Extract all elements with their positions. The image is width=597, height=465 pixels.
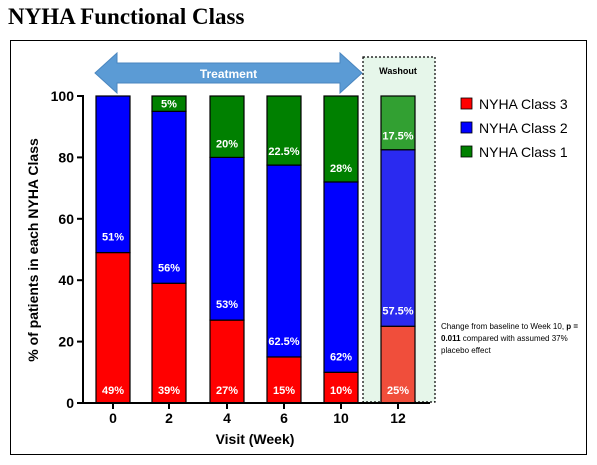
- x-axis-title: Visit (Week): [216, 431, 295, 447]
- bar-nyha-class-3-week-0: [95, 251, 131, 404]
- data-label-nyha-class-2-week-12: 57.5%: [382, 305, 413, 317]
- x-tick-label-2: 2: [165, 410, 173, 426]
- y-tick-label-40: 40: [58, 272, 74, 288]
- washout-label: Washout: [379, 66, 417, 76]
- legend-swatch-nyha-class-3: [460, 97, 473, 110]
- legend-label-nyha-class-1: NYHA Class 1: [479, 144, 568, 160]
- data-label-nyha-class-1-week-6: 22.5%: [268, 146, 299, 158]
- data-label-nyha-class-1-week-2: 5%: [161, 99, 177, 111]
- data-label-nyha-class-1-week-12: 17.5%: [382, 131, 413, 143]
- legend-swatch-nyha-class-1: [460, 145, 473, 158]
- data-label-nyha-class-3-week-4: 27%: [216, 385, 238, 397]
- data-label-nyha-class-1-week-10: 28%: [330, 163, 352, 175]
- y-axis-title: % of patients in each NYHA Class: [25, 138, 41, 362]
- bar-nyha-class-3-week-12: [380, 325, 416, 404]
- treatment-arrow: [94, 51, 363, 95]
- x-tick-label-4: 4: [223, 410, 231, 426]
- data-label-nyha-class-2-week-4: 53%: [216, 299, 238, 311]
- legend-label-nyha-class-3: NYHA Class 3: [479, 96, 568, 112]
- chart-frame: [10, 40, 587, 455]
- annotation-pvalue: p = 0.011: [441, 322, 579, 343]
- x-tick-label-12: 12: [390, 410, 406, 426]
- data-label-nyha-class-3-week-0: 49%: [102, 385, 124, 397]
- bar-nyha-class-1-week-4: [209, 95, 245, 159]
- y-tick-label-0: 0: [66, 395, 74, 411]
- annotation-text-2: compared with assumed 37% placebo effect: [441, 334, 568, 355]
- bar-nyha-class-1-week-6: [266, 95, 302, 166]
- bar-nyha-class-1-week-12: [380, 95, 416, 151]
- data-label-nyha-class-2-week-0: 51%: [102, 232, 124, 244]
- data-label-nyha-class-3-week-6: 15%: [273, 385, 295, 397]
- bar-nyha-class-2-week-6: [266, 164, 302, 358]
- x-tick-label-10: 10: [333, 410, 349, 426]
- bar-nyha-class-3-week-10: [323, 371, 359, 404]
- y-tick-label-20: 20: [58, 334, 74, 350]
- bar-nyha-class-2-week-2: [151, 110, 187, 284]
- bar-nyha-class-3-week-6: [266, 356, 302, 404]
- data-label-nyha-class-2-week-2: 56%: [158, 262, 180, 274]
- bar-nyha-class-2-week-10: [323, 181, 359, 373]
- data-label-nyha-class-3-week-2: 39%: [158, 385, 180, 397]
- y-tick-label-100: 100: [51, 88, 75, 104]
- bar-nyha-class-2-week-0: [95, 95, 131, 254]
- annotation-text-1: Change from baseline to Week 10,: [441, 322, 567, 331]
- bar-nyha-class-1-week-10: [323, 95, 359, 183]
- y-tick-label-80: 80: [58, 149, 74, 165]
- bar-nyha-class-2-week-12: [380, 149, 416, 327]
- bar-nyha-class-3-week-2: [151, 282, 187, 404]
- data-label-nyha-class-3-week-10: 10%: [330, 385, 352, 397]
- x-tick-label-6: 6: [280, 410, 288, 426]
- data-label-nyha-class-3-week-12: 25%: [387, 385, 409, 397]
- legend-label-nyha-class-2: NYHA Class 2: [479, 120, 568, 136]
- page-title: NYHA Functional Class: [8, 4, 245, 29]
- y-tick-label-60: 60: [58, 211, 74, 227]
- treatment-label: Treatment: [200, 67, 257, 81]
- bar-nyha-class-1-week-2: [151, 95, 187, 112]
- data-label-nyha-class-2-week-10: 62%: [330, 351, 352, 363]
- annotation: Change from baseline to Week 10, p = 0.0…: [441, 321, 589, 357]
- data-label-nyha-class-2-week-6: 62.5%: [268, 336, 299, 348]
- legend-swatch-nyha-class-2: [460, 121, 473, 134]
- bar-nyha-class-2-week-4: [209, 156, 245, 321]
- x-tick-label-0: 0: [109, 410, 117, 426]
- data-label-nyha-class-1-week-4: 20%: [216, 138, 238, 150]
